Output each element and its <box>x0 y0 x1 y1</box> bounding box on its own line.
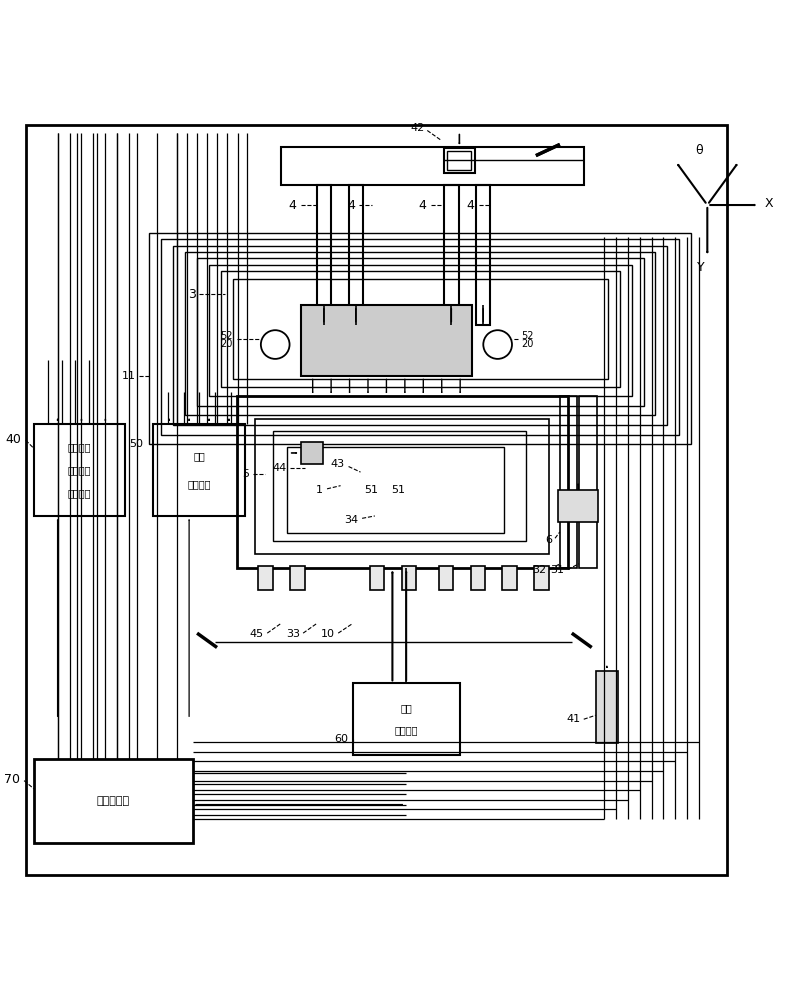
Text: 5: 5 <box>242 469 249 479</box>
Bar <box>34 424 125 516</box>
Text: 图像: 图像 <box>193 451 205 461</box>
Bar <box>287 447 504 533</box>
Text: 34: 34 <box>344 515 358 525</box>
Circle shape <box>260 330 289 359</box>
Bar <box>34 759 193 843</box>
Bar <box>197 258 643 406</box>
Text: 32: 32 <box>532 565 547 575</box>
Bar <box>348 185 363 325</box>
Text: 11: 11 <box>121 371 136 381</box>
Bar <box>579 396 597 568</box>
Bar <box>402 566 416 590</box>
Bar <box>560 396 578 568</box>
Bar <box>272 431 527 541</box>
Text: 51: 51 <box>391 485 405 495</box>
Text: 40: 40 <box>6 433 22 446</box>
Bar <box>439 566 453 590</box>
Bar <box>149 233 691 444</box>
Text: 52: 52 <box>221 331 233 341</box>
Bar <box>447 151 471 170</box>
Bar <box>258 566 272 590</box>
Text: 44: 44 <box>272 463 286 473</box>
Text: 41: 41 <box>566 714 581 724</box>
Bar <box>26 125 727 875</box>
Text: 3: 3 <box>188 288 196 301</box>
Text: 1: 1 <box>316 485 323 495</box>
Text: θ: θ <box>696 144 703 157</box>
Bar <box>153 424 245 516</box>
Bar <box>471 566 485 590</box>
Bar <box>233 279 608 379</box>
Text: 4: 4 <box>419 199 427 212</box>
Text: 45: 45 <box>249 629 263 639</box>
Circle shape <box>483 330 512 359</box>
Bar <box>161 239 679 435</box>
Bar <box>596 671 618 743</box>
Bar <box>185 252 655 415</box>
Text: 42: 42 <box>410 123 424 133</box>
Text: 70: 70 <box>4 773 20 786</box>
Text: 10: 10 <box>321 629 335 639</box>
Text: 主控制装置: 主控制装置 <box>97 796 130 806</box>
Text: 33: 33 <box>286 629 300 639</box>
Text: 处理装置: 处理装置 <box>187 479 211 489</box>
Bar <box>256 419 549 554</box>
Text: 31: 31 <box>551 565 565 575</box>
Text: 4: 4 <box>347 199 355 212</box>
Bar <box>559 490 598 522</box>
Bar <box>444 148 475 173</box>
Bar <box>352 683 460 755</box>
Bar <box>300 442 323 464</box>
Text: 4: 4 <box>467 199 475 212</box>
Bar <box>316 185 331 325</box>
Bar <box>535 566 549 590</box>
Text: X: X <box>765 197 773 210</box>
Bar <box>209 265 631 396</box>
Text: 平台: 平台 <box>400 703 412 713</box>
Text: 激光系统: 激光系统 <box>68 442 91 452</box>
Text: 驱动电路: 驱动电路 <box>395 725 418 735</box>
Bar <box>221 271 619 387</box>
Text: 50: 50 <box>129 439 143 449</box>
Bar <box>444 185 459 325</box>
Text: 测长系统: 测长系统 <box>68 465 91 475</box>
Bar <box>370 566 384 590</box>
Text: 60: 60 <box>335 734 348 744</box>
Text: Y: Y <box>697 261 705 274</box>
Text: 43: 43 <box>331 459 344 469</box>
Bar <box>280 147 584 185</box>
Text: 控制装置: 控制装置 <box>68 488 91 498</box>
Bar <box>173 246 667 425</box>
Text: 51: 51 <box>364 485 379 495</box>
Text: 6: 6 <box>545 535 552 545</box>
Bar <box>476 185 491 325</box>
Text: 20: 20 <box>221 339 233 349</box>
Text: 52: 52 <box>522 331 534 341</box>
Bar <box>300 305 472 376</box>
Text: 4: 4 <box>289 199 296 212</box>
Bar <box>237 396 568 568</box>
Text: 20: 20 <box>522 339 534 349</box>
Bar <box>290 566 304 590</box>
Bar <box>503 566 517 590</box>
